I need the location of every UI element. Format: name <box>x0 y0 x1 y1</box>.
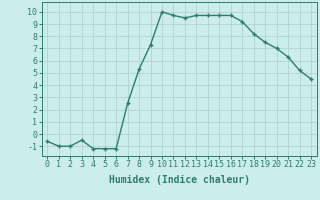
X-axis label: Humidex (Indice chaleur): Humidex (Indice chaleur) <box>109 175 250 185</box>
